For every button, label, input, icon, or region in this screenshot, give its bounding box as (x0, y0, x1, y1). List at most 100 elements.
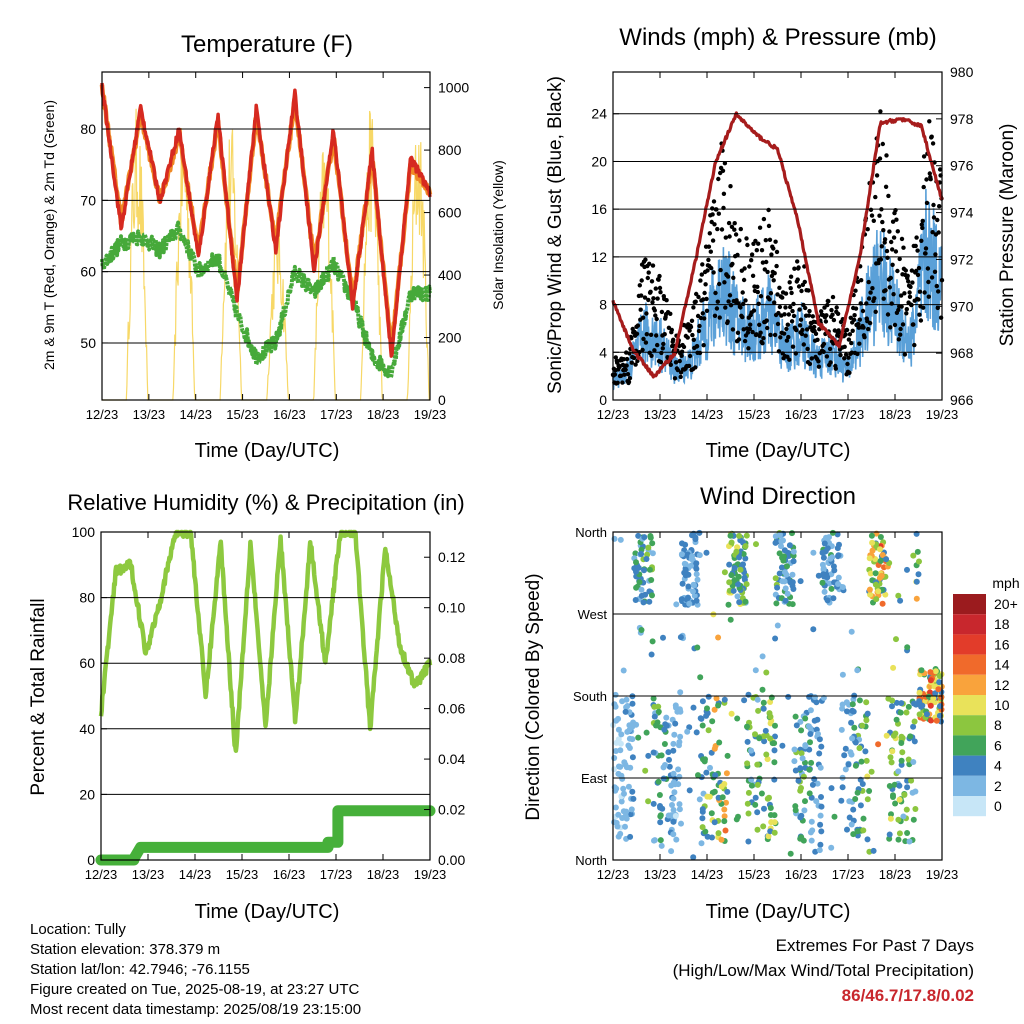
direction-point (646, 598, 653, 605)
gust-point (846, 355, 851, 360)
gust-point (870, 286, 875, 291)
gust-point (732, 227, 737, 232)
direction-point (877, 534, 884, 540)
gust-point (902, 291, 907, 296)
direction-point (621, 759, 628, 766)
gust-point (756, 301, 761, 306)
gust-point (777, 304, 783, 310)
gust-point (931, 202, 936, 208)
gust-point (767, 237, 773, 242)
gust-point (701, 343, 706, 348)
direction-point (649, 540, 656, 547)
humidity-plot-area (95, 529, 436, 866)
direction-point (624, 728, 631, 735)
direction-point (624, 703, 631, 709)
gust-point (696, 294, 701, 300)
gust-point (757, 322, 762, 327)
gust-point (714, 306, 720, 311)
direction-point (702, 828, 709, 835)
direction-point (632, 597, 639, 603)
direction-point (623, 815, 630, 822)
colorbar-label: 8 (994, 717, 1002, 733)
direction-point (658, 752, 665, 759)
gust-point (740, 314, 745, 320)
direction-point (907, 733, 914, 740)
gust-point (671, 337, 676, 342)
gust-point (685, 335, 690, 340)
direction-point (858, 758, 865, 765)
direction-point (815, 572, 822, 579)
direction-point (675, 781, 682, 788)
gust-point (765, 325, 770, 331)
direction-point (654, 719, 661, 726)
gust-point (796, 265, 801, 270)
direction-point (842, 766, 849, 773)
direction-point (872, 581, 879, 588)
direction-point (640, 599, 647, 606)
direction-point (625, 783, 632, 790)
gust-point (787, 357, 792, 362)
direction-point (676, 806, 683, 813)
gust-point (764, 318, 769, 323)
gust-point (785, 322, 790, 327)
direction-point (628, 806, 635, 813)
gust-point (612, 372, 618, 377)
gust-point (626, 379, 632, 385)
direction-point (712, 772, 719, 779)
direction-point (877, 557, 884, 564)
gust-point (862, 335, 867, 340)
direction-point (869, 547, 876, 554)
direction-point (771, 819, 778, 826)
direction-point (735, 813, 741, 820)
gust-point (791, 301, 796, 307)
gust-point (747, 264, 752, 269)
y2-tick-label: 1000 (438, 80, 469, 96)
direction-point (760, 733, 767, 740)
gust-point (742, 266, 747, 271)
direction-point (721, 806, 728, 813)
direction-point (782, 597, 789, 604)
gust-point (620, 380, 625, 385)
direction-point (815, 731, 821, 737)
direction-point (849, 707, 856, 714)
direction-point (703, 712, 710, 719)
2m-temp-series (100, 82, 432, 358)
gust-point (852, 313, 857, 318)
direction-point (743, 532, 750, 539)
gust-point (657, 273, 662, 279)
gust-point (769, 252, 774, 257)
gust-point (635, 323, 641, 328)
direction-point (913, 578, 920, 585)
gust-point (716, 211, 721, 216)
gust-point (903, 268, 908, 273)
gust-point (899, 236, 905, 242)
direction-point (659, 805, 666, 812)
direction-point (889, 703, 895, 710)
x-tick-label: 15/23 (738, 407, 771, 422)
direction-point (672, 813, 679, 819)
direction-point (752, 731, 758, 738)
gust-point (911, 322, 916, 327)
direction-point (828, 585, 835, 592)
direction-point (638, 627, 645, 633)
gust-point (756, 241, 761, 246)
direction-panel: Wind Direction 12/23 13/23 14/23 15/23 16/23… (523, 483, 1020, 923)
gust-point (857, 341, 862, 346)
gust-point (691, 337, 696, 342)
gust-point (895, 229, 900, 234)
direction-point (767, 805, 774, 811)
direction-point (810, 549, 817, 556)
colorbar-label: 18 (994, 616, 1010, 632)
gust-point (783, 305, 788, 310)
direction-point (699, 824, 706, 831)
gust-point (627, 376, 633, 381)
direction-point (930, 695, 937, 702)
gust-point (929, 275, 935, 280)
direction-point (723, 799, 729, 806)
direction-point (762, 727, 769, 734)
gust-point (789, 319, 795, 324)
gust-point (780, 295, 785, 300)
direction-point (756, 735, 763, 742)
x-tick-label: 12/23 (86, 407, 119, 422)
gust-point (842, 344, 847, 349)
